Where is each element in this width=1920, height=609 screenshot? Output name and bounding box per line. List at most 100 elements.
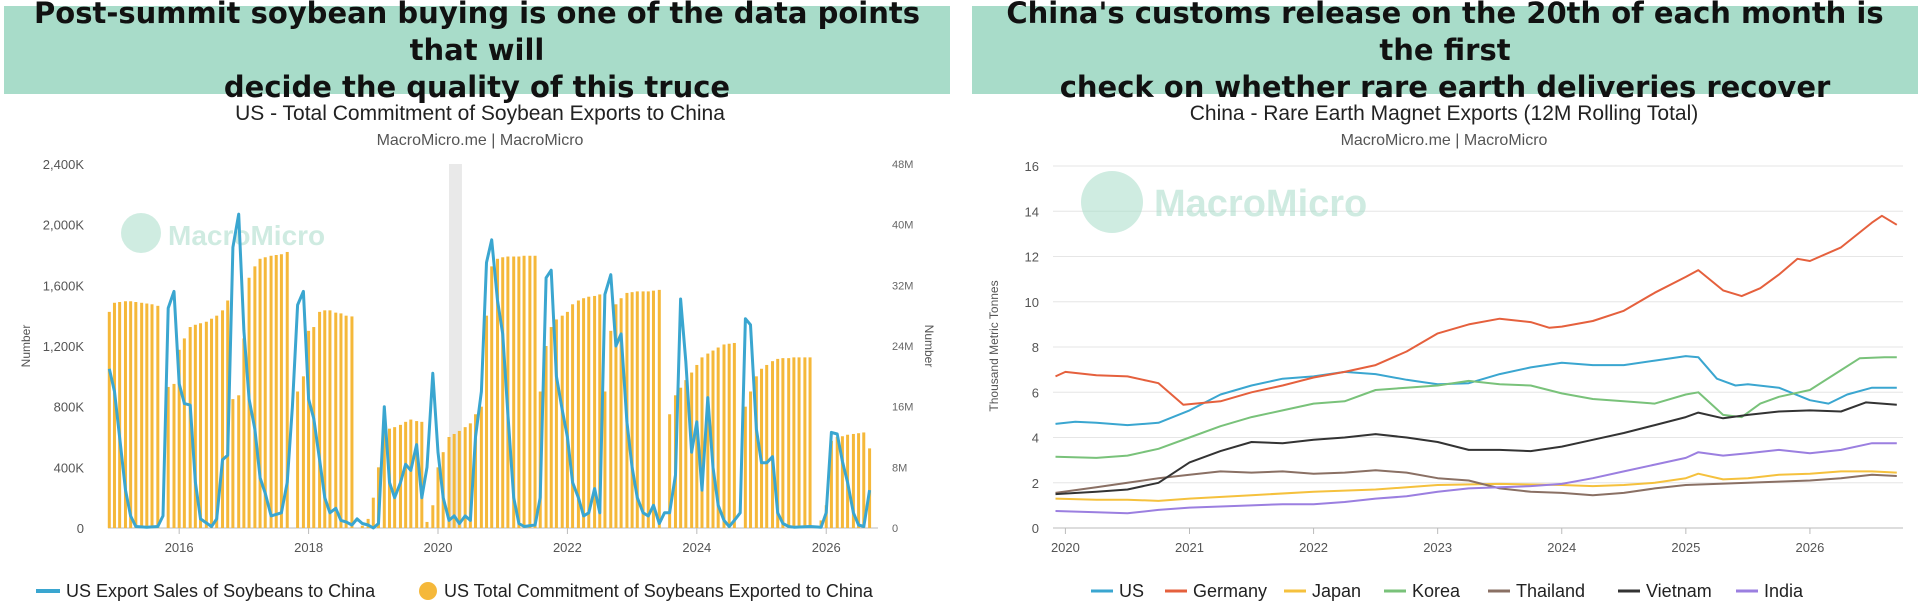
legend: US Export Sales of Soybeans to China US … bbox=[36, 581, 874, 601]
commitment-bar bbox=[641, 291, 645, 528]
commitment-bar bbox=[371, 497, 375, 528]
y-axis-label: Number bbox=[19, 325, 33, 368]
commitment-bar bbox=[711, 350, 715, 528]
x-tick-label: 2026 bbox=[812, 540, 841, 555]
chart-title: US - Total Commitment of Soybean Exports… bbox=[235, 102, 725, 125]
y-tick-label: 10 bbox=[1025, 295, 1039, 310]
commitment-bar bbox=[619, 298, 623, 528]
commitment-bar bbox=[533, 255, 537, 528]
y-tick-label: 4 bbox=[1032, 431, 1039, 446]
watermark-logo-icon bbox=[121, 213, 161, 253]
watermark: MacroMicro bbox=[1081, 171, 1367, 233]
commitment-bar bbox=[490, 266, 494, 528]
series-line-us bbox=[1055, 355, 1897, 427]
legend-item-india[interactable]: India bbox=[1736, 581, 1804, 601]
line-series bbox=[107, 212, 872, 530]
commitment-bar bbox=[199, 323, 203, 528]
series-line-japan bbox=[1055, 470, 1897, 502]
commitment-bar bbox=[851, 433, 855, 528]
commitment-bar bbox=[657, 289, 661, 528]
y-tick-label: 8 bbox=[1032, 340, 1039, 355]
commitment-bar bbox=[140, 302, 144, 528]
x-tick-label: 2018 bbox=[294, 540, 323, 555]
legend-item-export-sales[interactable]: US Export Sales of Soybeans to China bbox=[36, 581, 376, 601]
commitment-bar bbox=[749, 391, 753, 528]
legend-item-total-commitment[interactable]: US Total Commitment of Soybeans Exported… bbox=[419, 581, 874, 601]
commitment-bar bbox=[862, 432, 866, 528]
commitment-bar bbox=[765, 364, 769, 528]
commitment-bar bbox=[522, 255, 526, 528]
y2-tick-label: 48M bbox=[892, 159, 913, 171]
y-tick-label: 800K bbox=[54, 400, 85, 415]
x-tick-label: 2024 bbox=[1547, 540, 1576, 555]
y-tick-label: 6 bbox=[1032, 385, 1039, 400]
commitment-bar bbox=[296, 391, 300, 528]
commitment-bar bbox=[123, 301, 127, 528]
left-headline: Post-summit soybean buying is one of the… bbox=[4, 0, 950, 104]
commitment-bar bbox=[727, 343, 731, 528]
legend-item-us[interactable]: US bbox=[1091, 581, 1144, 601]
commitment-bar bbox=[339, 313, 343, 528]
commitment-bar bbox=[732, 342, 736, 528]
legend-item-vietnam[interactable]: Vietnam bbox=[1618, 581, 1712, 601]
commitment-bar bbox=[172, 383, 176, 528]
series-line-thailand bbox=[1055, 469, 1897, 497]
watermark-logo-icon bbox=[1081, 171, 1143, 233]
commitment-bar bbox=[792, 357, 796, 528]
y-tick-label: 16 bbox=[1025, 159, 1039, 174]
commitment-bar bbox=[221, 310, 225, 528]
commitment-bar bbox=[323, 310, 327, 528]
commitment-bar bbox=[512, 256, 516, 528]
commitment-bar bbox=[517, 256, 521, 528]
commitment-bar bbox=[398, 424, 402, 528]
x-tick-label: 2020 bbox=[424, 540, 453, 555]
y-tick-label: 400K bbox=[54, 460, 85, 475]
commitment-bar bbox=[565, 311, 569, 528]
commitment-bar bbox=[457, 430, 461, 528]
commitment-bar bbox=[857, 433, 861, 528]
commitment-bar bbox=[425, 521, 429, 528]
legend-item-korea[interactable]: Korea bbox=[1384, 581, 1461, 601]
commitment-bar bbox=[285, 251, 289, 528]
y-tick-label: 0 bbox=[1032, 521, 1039, 536]
commitment-bar bbox=[360, 525, 364, 528]
commitment-bar bbox=[479, 406, 483, 528]
commitment-bar bbox=[366, 518, 370, 528]
y-axis-label: Thousand Metric Tonnes bbox=[987, 280, 1001, 411]
commitment-bar bbox=[776, 358, 780, 528]
commitment-bar bbox=[182, 338, 186, 528]
commitment-bar bbox=[334, 312, 338, 528]
commitment-bar bbox=[307, 330, 311, 528]
commitment-bar bbox=[651, 290, 655, 528]
commitment-bar bbox=[598, 294, 602, 528]
commitment-bar bbox=[166, 386, 170, 528]
y-tick-label: 2,000K bbox=[43, 218, 85, 233]
bar-series bbox=[107, 251, 872, 528]
series-line-india bbox=[1055, 442, 1897, 515]
legend: US Germany Japan Korea Thailand Vietnam India bbox=[1091, 581, 1804, 601]
commitment-bar bbox=[695, 364, 699, 528]
commitment-bar bbox=[630, 292, 634, 528]
commitment-bar bbox=[684, 380, 688, 528]
commitment-bar bbox=[258, 258, 262, 528]
commitment-bar bbox=[269, 255, 273, 528]
legend-item-germany[interactable]: Germany bbox=[1165, 581, 1267, 601]
commitment-bar bbox=[231, 399, 235, 528]
right-headline-line1: China's customs release on the 20th of e… bbox=[1006, 0, 1884, 67]
commitment-bar bbox=[571, 304, 575, 528]
commitment-bar bbox=[193, 324, 197, 528]
commitment-bar bbox=[452, 433, 456, 528]
y-tick-label: 2,400K bbox=[43, 157, 85, 172]
commitment-bar bbox=[474, 414, 478, 528]
commitment-bar bbox=[485, 315, 489, 528]
commitment-bar bbox=[177, 349, 181, 528]
legend-item-japan[interactable]: Japan bbox=[1284, 581, 1361, 601]
x-tick-label: 2022 bbox=[1299, 540, 1328, 555]
commitment-bar bbox=[129, 301, 133, 528]
x-tick-label: 2026 bbox=[1795, 540, 1824, 555]
commitment-bar bbox=[274, 255, 278, 528]
y-axis-left: 0 400K 800K 1,200K 1,600K 2,000K 2,400K bbox=[43, 157, 85, 536]
legend-item-thailand[interactable]: Thailand bbox=[1488, 581, 1585, 601]
commitment-bar bbox=[722, 344, 726, 528]
legend-label: US Total Commitment of Soybeans Exported… bbox=[444, 581, 874, 601]
